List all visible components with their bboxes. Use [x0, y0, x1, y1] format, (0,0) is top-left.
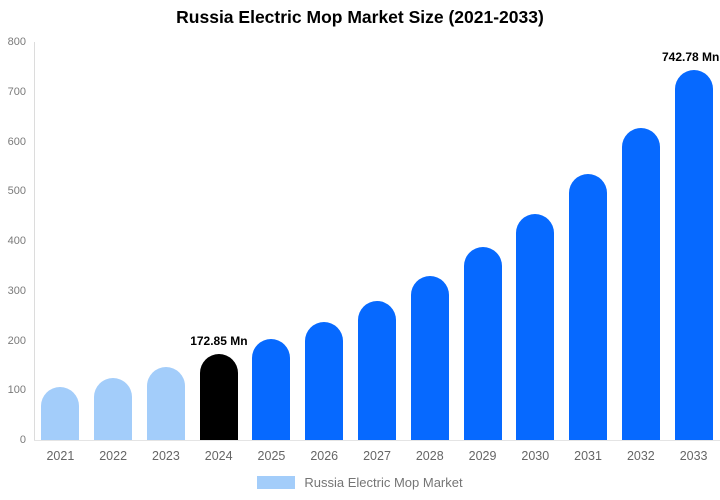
x-axis-tick-label: 2031	[574, 449, 602, 463]
bar-value-label-2033: 742.78 Mn	[662, 50, 720, 65]
x-axis-tick-label: 2022	[99, 449, 128, 463]
chart-title: Russia Electric Mop Market Size (2021-20…	[176, 7, 544, 27]
x-axis-tick-label: 2027	[363, 449, 391, 463]
x-axis-line	[34, 440, 720, 441]
bar-2027[interactable]	[358, 300, 396, 440]
x-axis-tick-label: 2029	[468, 449, 497, 463]
bar-2030[interactable]	[516, 213, 555, 440]
bar-value-label-2024: 172.85 Mn	[190, 334, 248, 348]
bar-2026[interactable]	[305, 321, 344, 440]
bar-2022[interactable]	[94, 377, 133, 440]
y-axis-tick-label: 200	[7, 334, 26, 347]
x-axis-tick-label: 2024	[204, 449, 233, 463]
x-axis-tick-label: 2030	[521, 449, 550, 463]
x-axis-tick-label: 2026	[310, 449, 339, 463]
y-axis-tick-label: 700	[7, 85, 26, 98]
y-axis-line	[34, 42, 35, 440]
x-axis-tick-label: 2023	[152, 449, 180, 463]
y-axis-tick-label: 500	[7, 185, 26, 198]
legend-item[interactable]: Russia Electric Mop Market	[0, 473, 720, 491]
bar-2033[interactable]	[674, 70, 713, 440]
x-axis-tick-label: 2032	[626, 449, 655, 463]
bar-2029[interactable]	[463, 246, 502, 440]
bar-2028[interactable]	[410, 276, 449, 440]
x-axis-tick-label: 2028	[415, 449, 444, 463]
legend-label: Russia Electric Mop Market	[304, 474, 463, 490]
bar-2025[interactable]	[252, 339, 291, 440]
bar-2032[interactable]	[621, 127, 660, 440]
x-axis-tick-label: 2033	[679, 449, 708, 463]
bar-2031[interactable]	[569, 174, 608, 440]
x-axis-tick-label: 2021	[46, 449, 75, 463]
y-axis-tick-label: 800	[7, 36, 26, 48]
y-axis-tick-label: 600	[7, 135, 26, 148]
legend-swatch	[257, 475, 296, 489]
y-axis-tick-label: 400	[7, 235, 26, 247]
bar-2024[interactable]	[199, 354, 238, 440]
x-axis-tick-label: 2025	[257, 449, 286, 463]
y-axis-tick-label: 300	[7, 284, 26, 297]
bar-2021[interactable]	[41, 387, 80, 440]
y-axis-tick-label: 0	[19, 434, 26, 446]
bar-2023[interactable]	[146, 367, 185, 440]
y-axis-tick-label: 100	[7, 384, 26, 397]
